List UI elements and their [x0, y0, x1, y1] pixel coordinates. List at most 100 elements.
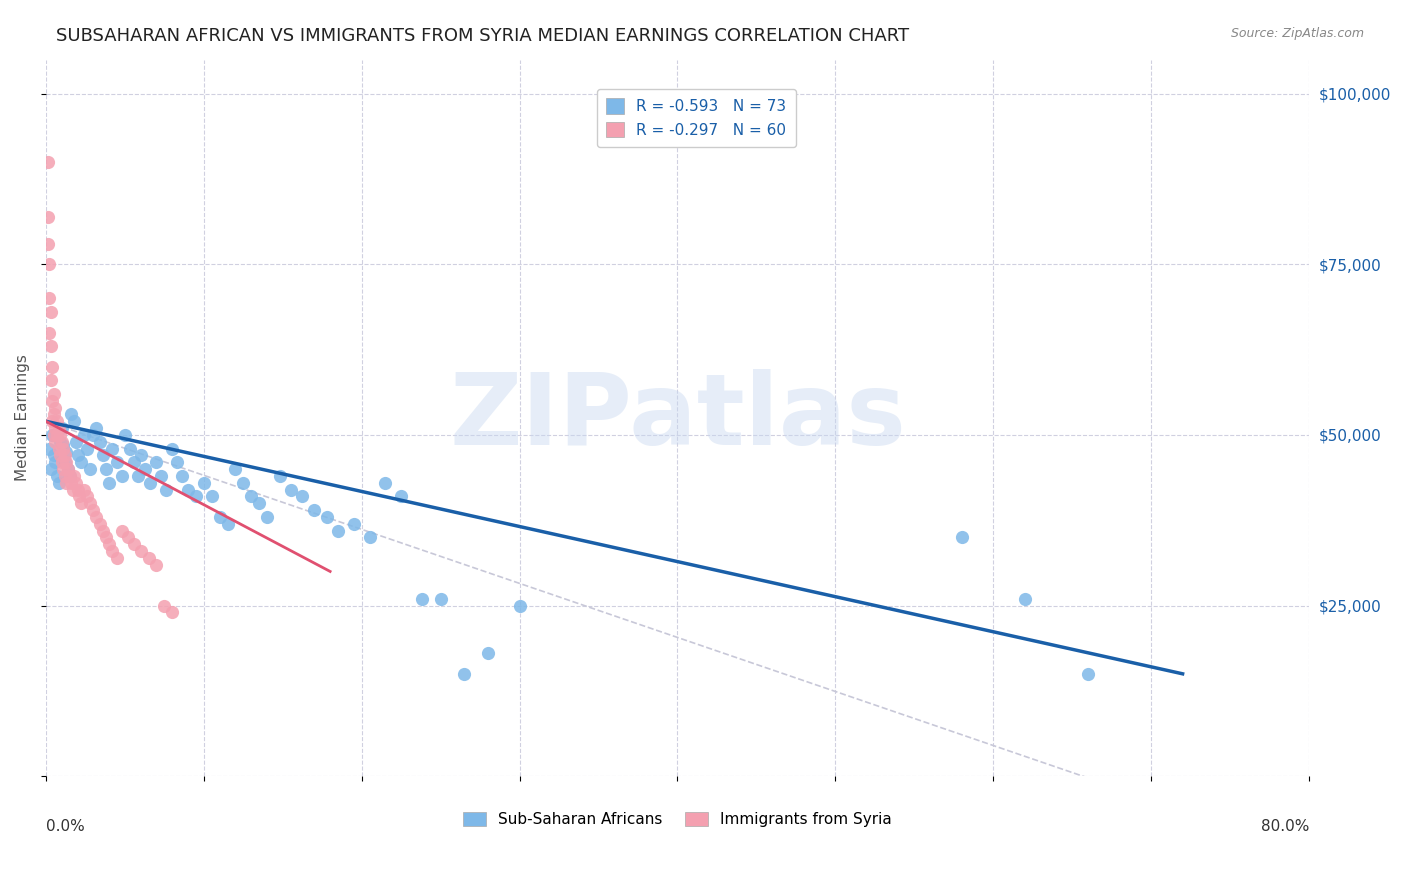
Point — [41, 359, 63, 374]
Point — [117, 530, 139, 544]
Point — [89, 516, 111, 531]
Point — [326, 524, 349, 538]
Point — [98, 537, 121, 551]
Point — [53, 455, 76, 469]
Point — [79, 496, 101, 510]
Point — [105, 455, 128, 469]
Point — [48, 421, 70, 435]
Point — [51, 434, 73, 449]
Point — [46, 428, 69, 442]
Point — [280, 483, 302, 497]
Point — [37, 236, 59, 251]
Point — [42, 387, 65, 401]
Point — [51, 455, 73, 469]
Point — [79, 462, 101, 476]
Point — [509, 599, 531, 613]
Point — [304, 503, 326, 517]
Point — [153, 599, 176, 613]
Point — [55, 445, 77, 459]
Point — [48, 475, 70, 490]
Point — [59, 469, 82, 483]
Point — [162, 606, 184, 620]
Point — [127, 469, 149, 483]
Point — [359, 530, 381, 544]
Point — [62, 483, 84, 497]
Point — [950, 530, 973, 544]
Point — [56, 462, 79, 476]
Point — [39, 373, 62, 387]
Point — [170, 469, 193, 483]
Point — [41, 393, 63, 408]
Point — [139, 475, 162, 490]
Point — [129, 544, 152, 558]
Point — [138, 550, 160, 565]
Point — [98, 475, 121, 490]
Point — [69, 496, 91, 510]
Point — [343, 516, 366, 531]
Point — [76, 442, 98, 456]
Point — [111, 469, 134, 483]
Point — [67, 489, 90, 503]
Point — [101, 442, 124, 456]
Point — [184, 489, 207, 503]
Text: SUBSAHARAN AFRICAN VS IMMIGRANTS FROM SYRIA MEDIAN EARNINGS CORRELATION CHART: SUBSAHARAN AFRICAN VS IMMIGRANTS FROM SY… — [56, 27, 910, 45]
Point — [66, 449, 89, 463]
Point — [240, 489, 263, 503]
Point — [269, 469, 291, 483]
Point — [166, 455, 188, 469]
Point — [118, 442, 141, 456]
Point — [51, 421, 73, 435]
Point — [111, 524, 134, 538]
Point — [247, 496, 270, 510]
Point — [155, 483, 177, 497]
Point — [145, 455, 167, 469]
Point — [44, 434, 66, 449]
Point — [114, 428, 136, 442]
Point — [42, 449, 65, 463]
Point — [52, 438, 75, 452]
Point — [37, 155, 59, 169]
Text: 0.0%: 0.0% — [46, 819, 84, 834]
Point — [217, 516, 239, 531]
Point — [411, 591, 433, 606]
Point — [389, 489, 412, 503]
Point — [291, 489, 314, 503]
Point — [94, 530, 117, 544]
Point — [60, 475, 83, 490]
Point — [150, 469, 173, 483]
Point — [56, 462, 79, 476]
Point — [41, 428, 63, 442]
Point — [193, 475, 215, 490]
Point — [44, 401, 66, 415]
Point — [66, 483, 89, 497]
Point — [73, 428, 96, 442]
Point — [73, 483, 96, 497]
Point — [42, 428, 65, 442]
Point — [59, 469, 82, 483]
Point — [177, 483, 200, 497]
Point — [82, 503, 104, 517]
Point — [208, 509, 231, 524]
Point — [60, 408, 83, 422]
Point — [477, 646, 499, 660]
Point — [55, 475, 77, 490]
Point — [162, 442, 184, 456]
Point — [38, 292, 60, 306]
Point — [134, 462, 156, 476]
Point — [39, 462, 62, 476]
Point — [49, 434, 72, 449]
Point — [39, 339, 62, 353]
Point — [65, 434, 87, 449]
Text: Source: ZipAtlas.com: Source: ZipAtlas.com — [1230, 27, 1364, 40]
Point — [37, 210, 59, 224]
Text: ZIPatlas: ZIPatlas — [449, 369, 905, 467]
Point — [44, 455, 66, 469]
Point — [38, 257, 60, 271]
Point — [76, 489, 98, 503]
Point — [374, 475, 396, 490]
Point — [129, 449, 152, 463]
Point — [44, 421, 66, 435]
Point — [224, 462, 246, 476]
Point — [65, 475, 87, 490]
Point — [124, 455, 146, 469]
